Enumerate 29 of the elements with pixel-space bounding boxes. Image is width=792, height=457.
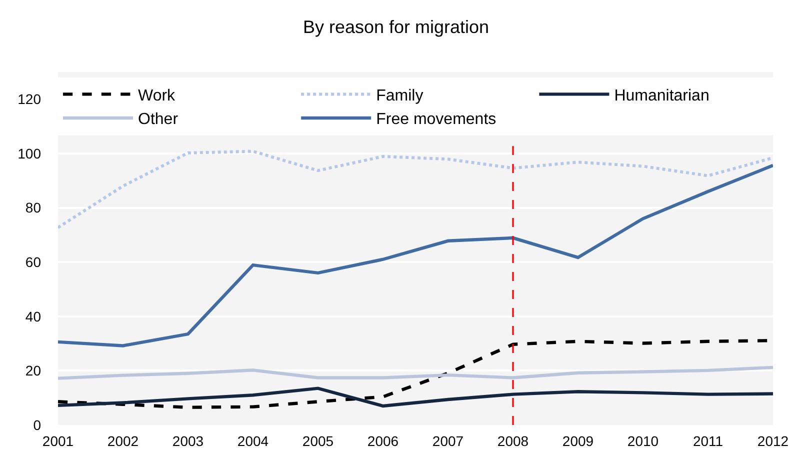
x-tick-label: 2011 xyxy=(692,433,724,449)
line-series xyxy=(58,164,773,348)
legend-label: Other xyxy=(138,111,179,128)
legend-label: Family xyxy=(376,87,424,104)
x-tick-label: 2002 xyxy=(107,433,139,449)
chart-title: By reason for migration xyxy=(302,17,490,38)
x-tick-label: 2005 xyxy=(302,433,334,449)
line-series xyxy=(58,366,773,380)
x-tick-label: 2003 xyxy=(172,433,204,449)
y-tick-label: 40 xyxy=(25,308,42,324)
y-tick-label: 80 xyxy=(25,200,42,216)
x-tick-label: 2010 xyxy=(627,433,659,449)
x-tick-label: 2004 xyxy=(237,433,269,449)
x-tick-label: 2006 xyxy=(367,433,399,449)
x-tick-label: 2008 xyxy=(497,433,529,449)
y-tick-label: 60 xyxy=(25,254,42,270)
y-tick-label: 0 xyxy=(33,416,42,433)
y-tick-label: 20 xyxy=(25,362,42,379)
y-tick-label: 100 xyxy=(18,145,42,162)
legend-label: Humanitarian xyxy=(614,87,710,104)
line-series xyxy=(58,150,773,230)
x-tick-label: 2009 xyxy=(562,433,594,449)
x-tick-label: 2007 xyxy=(432,433,464,449)
y-tick-label: 120 xyxy=(18,91,42,108)
legend-label: Work xyxy=(138,87,176,104)
line-series xyxy=(58,386,773,408)
x-tick-label: 2012 xyxy=(757,433,789,449)
x-tick-label: 2001 xyxy=(42,433,74,449)
legend-label: Free movements xyxy=(376,111,496,128)
